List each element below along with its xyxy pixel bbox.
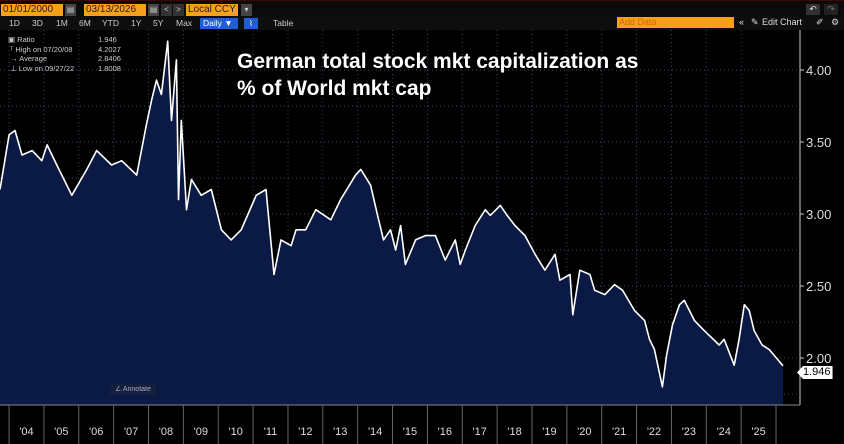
period-1y[interactable]: 1Y — [131, 18, 142, 28]
prev-button[interactable]: < — [161, 4, 172, 16]
table-button[interactable]: Table — [273, 18, 294, 28]
next-button[interactable]: > — [173, 4, 184, 16]
x-tick-label: '24 — [717, 426, 731, 438]
x-tick-label: '20 — [577, 426, 591, 438]
y-tick-label: 3.00 — [806, 207, 831, 222]
x-tick-label: '21 — [612, 426, 626, 438]
currency-dropdown-icon[interactable]: ▾ — [241, 4, 252, 16]
collapse-icon[interactable]: « — [739, 17, 745, 27]
x-tick-label: '10 — [228, 426, 242, 438]
x-tick-label: '22 — [647, 426, 661, 438]
period-max[interactable]: Max — [176, 18, 193, 28]
period-1m[interactable]: 1M — [56, 18, 68, 28]
period-ytd[interactable]: YTD — [102, 18, 119, 28]
period-1d[interactable]: 1D — [9, 18, 20, 28]
x-tick-label: '12 — [298, 426, 312, 438]
line-chart-icon[interactable]: ⌇ — [244, 18, 258, 29]
redo-button[interactable]: ↷ — [824, 4, 838, 15]
pencil-icon: ✎ — [751, 17, 759, 27]
legend: ▣ Ratio 1.946 ᵀ High on 07/20/08 4.2027 → … — [8, 35, 121, 73]
x-tick-label: '14 — [368, 426, 382, 438]
y-tick-label: 3.50 — [806, 135, 831, 150]
y-tick-label: 2.50 — [806, 279, 831, 294]
x-tick-label: '16 — [438, 426, 452, 438]
add-data-input[interactable]: Add Data — [617, 17, 734, 28]
period-6m[interactable]: 6M — [79, 18, 91, 28]
legend-item-average: → Average 2.8406 — [8, 54, 121, 64]
annotate-icon: ∠ — [115, 386, 123, 393]
toolbar: 01/01/2000 ▤ 03/13/2026 ▤ < > Local CCY … — [0, 0, 844, 17]
period-3d[interactable]: 3D — [32, 18, 43, 28]
period-5y[interactable]: 5Y — [153, 18, 164, 28]
edit-chart-button[interactable]: Edit Chart — [762, 17, 803, 27]
x-tick-label: '06 — [89, 426, 103, 438]
x-tick-label: '09 — [194, 426, 208, 438]
x-tick-label: '25 — [751, 426, 765, 438]
end-date-input[interactable]: 03/13/2026 — [84, 4, 146, 16]
currency-select[interactable]: Local CCY — [186, 4, 238, 16]
x-tick-label: '04 — [19, 426, 33, 438]
x-tick-label: '08 — [159, 426, 173, 438]
legend-item-ratio: ▣ Ratio 1.946 — [8, 35, 117, 44]
undo-button[interactable]: ↶ — [806, 4, 820, 15]
x-tick-label: '23 — [682, 426, 696, 438]
x-tick-label: '05 — [54, 426, 68, 438]
series-line — [0, 40, 784, 388]
frequency-select[interactable]: Daily ▼ — [200, 18, 238, 29]
series-area — [0, 41, 783, 405]
gear-icon[interactable]: ⚙ — [831, 17, 840, 27]
x-ticks: '04 '05 '06 '07 '08 '09 '10 '11 '12 '13 '14 '15 '16 '… — [0, 404, 800, 444]
calendar-icon[interactable]: ▤ — [148, 4, 159, 16]
calendar-icon[interactable]: ▤ — [65, 4, 76, 16]
annotate-button[interactable]: ∠ Annotate — [110, 384, 156, 395]
y-tick-label: 4.00 — [806, 63, 831, 78]
x-tick-label: '13 — [333, 426, 347, 438]
y-ticks: 2.00 2.50 3.00 3.50 4.00 — [800, 63, 831, 366]
last-value-tag: 1.946 — [797, 366, 833, 379]
start-date-input[interactable]: 01/01/2000 — [1, 4, 63, 16]
x-tick-label: '07 — [124, 426, 138, 438]
x-tick-label: '18 — [507, 426, 521, 438]
y-tick-label: 2.00 — [806, 351, 831, 366]
edit-icon[interactable]: ✐ — [816, 17, 824, 27]
chart-title: German total stock mkt capitalization as… — [237, 50, 639, 100]
x-tick-label: '11 — [264, 426, 278, 438]
x-tick-label: '19 — [542, 426, 556, 438]
legend-item-low: ⊥ Low on 09/27/22 1.8008 — [8, 63, 121, 73]
x-tick-label: '15 — [403, 426, 417, 438]
x-tick-label: '17 — [473, 426, 487, 438]
legend-item-high: ᵀ High on 07/20/08 4.2027 — [8, 44, 121, 54]
